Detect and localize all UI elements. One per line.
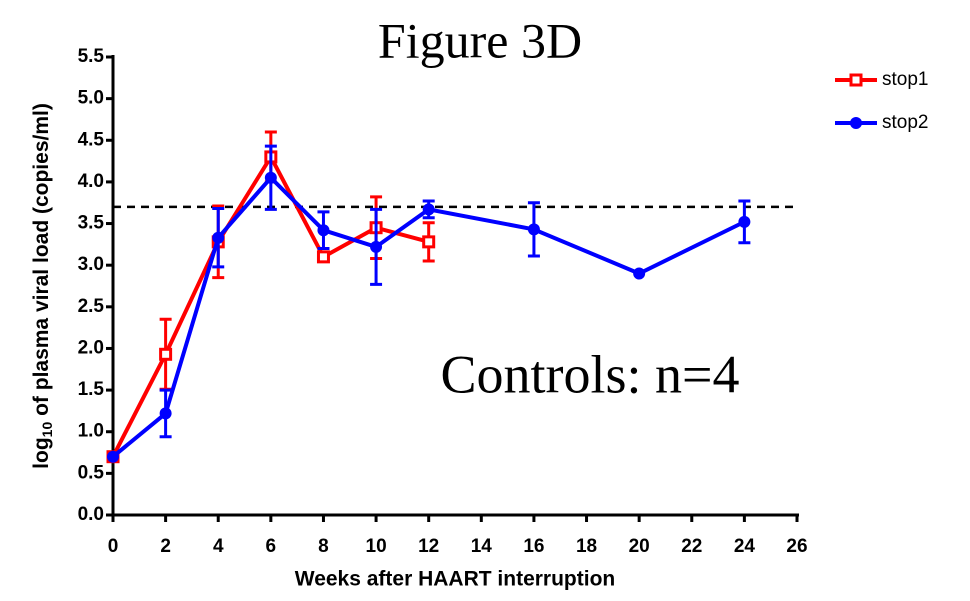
y-axis-label: log10 of plasma viral load (copies/ml) [30, 103, 55, 469]
x-tick-label: 6 [266, 536, 277, 557]
data-point [422, 203, 435, 216]
x-tick-label: 0 [108, 536, 119, 557]
y-tick-label: 0.0 [78, 504, 104, 525]
data-point [264, 171, 277, 184]
x-tick-label: 26 [786, 536, 807, 557]
x-axis-label: Weeks after HAART interruption [295, 568, 616, 591]
y-tick-label: 2.5 [78, 296, 105, 317]
x-tick-label: 12 [418, 536, 439, 557]
legend-label: stop2 [882, 112, 928, 133]
y-tick-label: 4.0 [78, 171, 104, 192]
chart-title: Figure 3D [378, 12, 582, 68]
x-tick-label: 22 [681, 536, 702, 557]
data-point [527, 223, 540, 236]
data-point [107, 450, 119, 463]
y-tick-label: 3.5 [78, 213, 105, 234]
x-tick-label: 20 [629, 536, 650, 557]
data-point [212, 231, 225, 244]
x-tick-label: 10 [366, 536, 387, 557]
annotation: Controls: n=4 [441, 344, 740, 404]
y-axis-label-sub: 10 [39, 422, 55, 438]
x-tick-label: 14 [471, 536, 493, 557]
y-tick-label: 2.0 [78, 337, 104, 358]
x-tick-label: 18 [576, 536, 597, 557]
x-tick-label: 8 [318, 536, 329, 557]
x-tick-label: 16 [523, 536, 544, 557]
data-point [159, 407, 172, 420]
y-tick-label: 5.5 [78, 46, 105, 67]
legend-marker [850, 117, 862, 129]
y-tick-label: 1.5 [78, 379, 105, 400]
data-point [159, 347, 173, 361]
data-point [738, 215, 751, 228]
legend-marker [849, 73, 863, 87]
y-tick-label: 4.5 [78, 129, 105, 150]
data-point [317, 224, 330, 237]
x-tick-label: 2 [160, 536, 171, 557]
data-point [370, 240, 383, 253]
x-tick-label: 4 [213, 536, 224, 557]
y-tick-label: 3.0 [78, 254, 104, 275]
data-point [422, 235, 436, 249]
x-tick-label: 24 [734, 536, 756, 557]
y-tick-label: 0.5 [78, 462, 105, 483]
y-tick-label: 1.0 [78, 421, 104, 442]
data-point [633, 267, 646, 280]
y-axis-label-part: log [30, 437, 53, 469]
data-point [316, 250, 330, 264]
legend-label: stop1 [882, 69, 928, 90]
series-line [111, 174, 746, 459]
y-tick-label: 5.0 [78, 88, 104, 109]
y-axis-label-part: of plasma viral load (copies/ml) [30, 103, 53, 422]
